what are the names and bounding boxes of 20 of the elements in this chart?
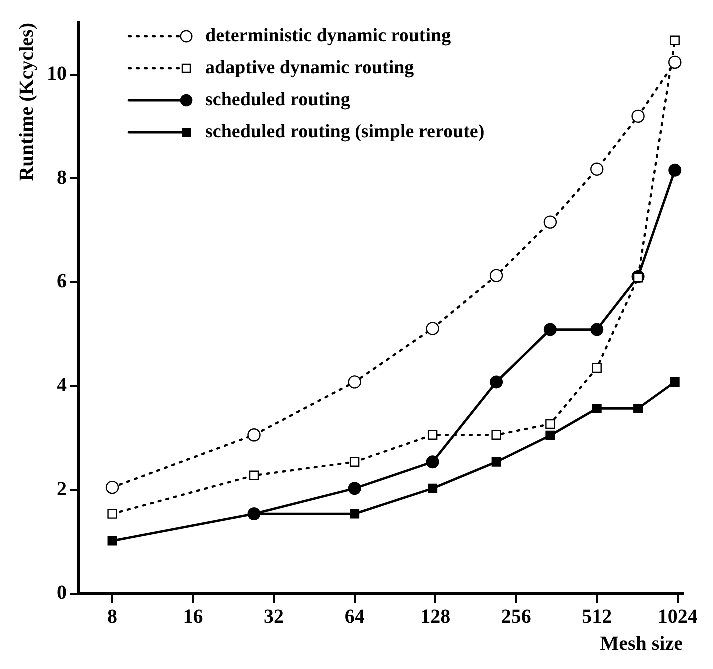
y-tick-label: 8 xyxy=(57,166,67,189)
legend-label: scheduled routing (simple reroute) xyxy=(206,121,485,142)
x-tick-label: 64 xyxy=(344,606,365,628)
x-axis-title: Mesh size xyxy=(600,633,684,656)
x-tick-label: 256 xyxy=(501,606,532,628)
legend-label: adaptive dynamic routing xyxy=(206,57,415,78)
legend-label: deterministic dynamic routing xyxy=(206,25,452,46)
y-tick-label: 4 xyxy=(57,374,67,397)
legend-label: scheduled routing xyxy=(206,89,351,110)
x-tick-label: 512 xyxy=(582,606,612,628)
y-tick-label: 0 xyxy=(57,582,67,604)
y-tick-label: 6 xyxy=(57,270,67,293)
x-tick-label: 8 xyxy=(108,606,118,628)
y-axis-title: Runtime (Kcycles) xyxy=(16,23,38,182)
x-tick-label: 128 xyxy=(420,606,451,628)
x-tick-label: 32 xyxy=(264,606,284,628)
y-tick-label: 2 xyxy=(57,478,67,500)
x-tick-label: 1024 xyxy=(658,606,698,628)
x-tick-label: 16 xyxy=(183,606,204,628)
y-tick-label: 10 xyxy=(47,63,67,86)
